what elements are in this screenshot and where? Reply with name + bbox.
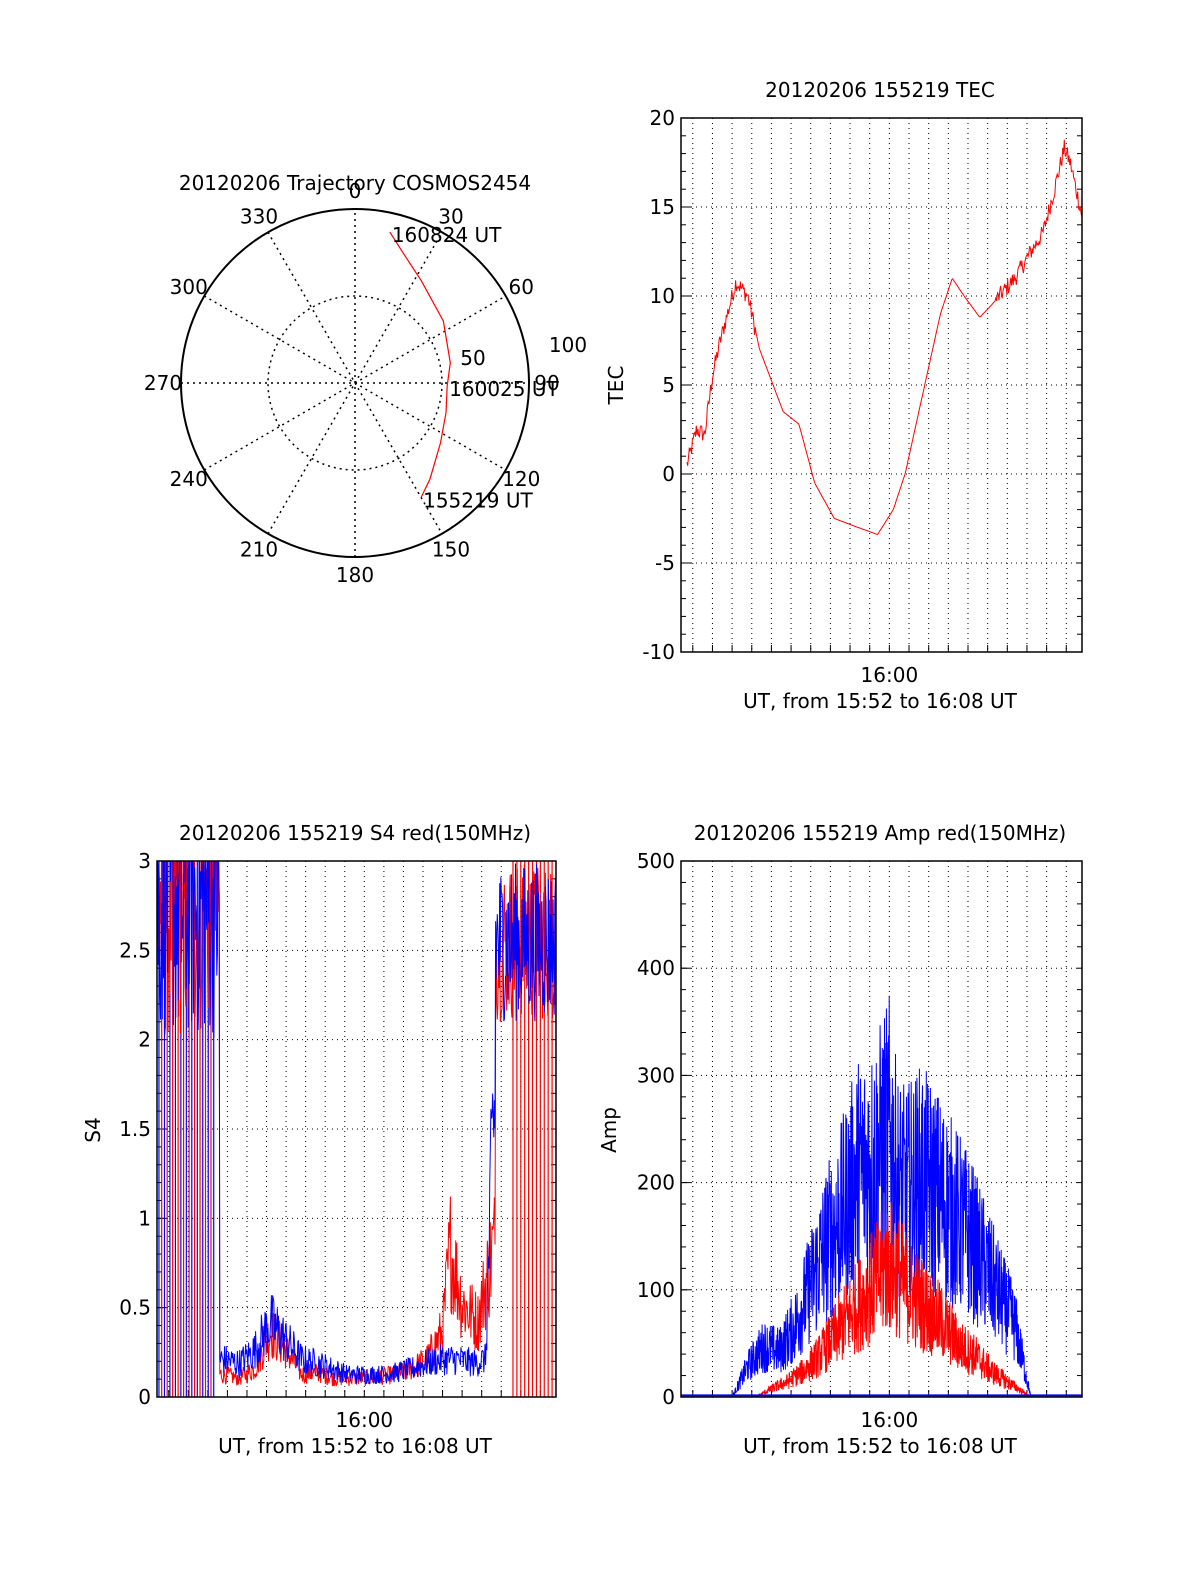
y-tick-label: 400 [637,956,675,980]
polar-angle-label: 270 [144,371,182,395]
y-tick-label: 1 [138,1206,151,1230]
polar-annotations: 160824 UT 160025 UT 155219 UT [392,223,560,512]
polar-angle-label: 330 [240,205,278,229]
y-tick-label: 300 [637,1063,675,1087]
polar-angle-label: 210 [240,537,278,561]
s4-plot-area: 0 0.5 1 1.5 2 2.5 3 16:00 [119,849,557,1432]
polar-angle-label: 60 [509,275,534,299]
tec-chart: 20120206 155219 TEC UT, from 15:52 to 16… [604,78,1083,713]
polar-angle-label: 150 [432,537,470,561]
plot-frame [680,117,1083,653]
polar-angle-label: 240 [170,467,208,491]
y-tick-label: 500 [637,849,675,873]
polar-radial-label: 100 [549,333,587,357]
polar-angle-label: 90 [534,371,559,395]
plot-frame [680,860,1083,1398]
series-group [681,995,1082,1397]
y-tick-label: 20 [650,106,675,130]
polar-angle-label: 30 [438,205,463,229]
tec-xlabel: UT, from 15:52 to 16:08 UT [743,689,1018,713]
polar-inner-circle [267,295,443,471]
polar-trajectory-chart: 20120206 Trajectory COSMOS2454 0 30 60 90 12… [144,171,587,587]
s4-xlabel: UT, from 15:52 to 16:08 UT [218,1434,493,1458]
polar-spoke [267,231,443,535]
x-tick-label: 16:00 [336,1408,394,1432]
x-tick-label: 16:00 [861,1408,919,1432]
amp-plot-area: 0 100 200 300 400 500 16:00 [637,849,1083,1432]
tec-line [686,139,1082,535]
s4-ylabel: S4 [81,1117,105,1142]
polar-annotation: 160025 UT [449,377,559,401]
polar-angle-label: 300 [170,275,208,299]
s4-blue-line [157,861,556,1385]
amp-blue-line [681,995,1082,1397]
polar-angle-label: 180 [336,563,374,587]
amp-title: 20120206 155219 Amp red(150MHz) [694,821,1066,845]
y-tick-label: 0 [138,1385,151,1409]
amp-red-line [681,1201,1082,1397]
tec-title: 20120206 155219 TEC [765,78,995,102]
polar-angle-label: 0 [349,179,362,203]
polar-annotation: 160824 UT [392,223,502,247]
polar-angle-label: 120 [502,467,540,491]
polar-series [389,231,451,498]
y-tick-label: 3 [138,849,151,873]
y-tick-label: 15 [650,195,675,219]
polar-grid [180,208,530,558]
polar-trajectory-line [389,231,451,498]
y-tick-label: 0.5 [119,1296,151,1320]
tec-ylabel: TEC [604,366,628,406]
amp-chart: 20120206 155219 Amp red(150MHz) UT, from… [597,821,1083,1458]
y-tick-label: 2.5 [119,938,151,962]
y-tick-label: 0 [662,462,675,486]
y-tick-label: -5 [655,551,675,575]
y-tick-label: 2 [138,1028,151,1052]
y-tick-label: 1.5 [119,1117,151,1141]
tec-plot-area: -10 -5 0 5 10 15 20 16:00 [642,106,1083,687]
amp-ylabel: Amp [597,1107,621,1153]
s4-title: 20120206 155219 S4 red(150MHz) [179,821,531,845]
plot-frame [156,860,557,1398]
series-group [157,861,556,1397]
polar-radial-label: 50 [460,346,485,370]
s4-red-line [157,861,556,1387]
y-tick-label: 5 [662,373,675,397]
series-group [686,139,1082,535]
y-tick-label: 100 [637,1278,675,1302]
x-tick-label: 16:00 [861,663,919,687]
y-tick-label: 200 [637,1171,675,1195]
polar-title: 20120206 Trajectory COSMOS2454 [179,171,531,195]
y-tick-label: -10 [642,640,675,664]
polar-angle-labels: 0 30 60 90 120 150 180 210 240 270 300 330 50 100 [144,179,587,587]
s4-chart: 20120206 155219 S4 red(150MHz) UT, from … [81,821,557,1458]
polar-annotation: 155219 UT [423,489,533,513]
y-tick-label: 0 [662,1385,675,1409]
amp-xlabel: UT, from 15:52 to 16:08 UT [743,1434,1018,1458]
y-tick-label: 10 [650,284,675,308]
